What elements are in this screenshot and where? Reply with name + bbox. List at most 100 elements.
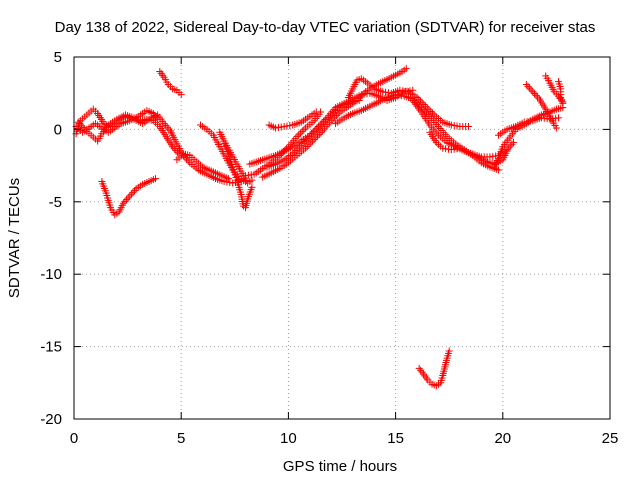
ticks: 0 5 10 15 20 25 5 0 -5 -10 -15 -20 <box>40 49 618 447</box>
data-point <box>530 90 538 98</box>
data-point <box>290 148 298 156</box>
x-tick-label: 25 <box>602 430 619 447</box>
data-point <box>301 138 309 146</box>
grid <box>74 57 610 419</box>
data-point <box>503 147 511 155</box>
data-point <box>248 176 256 184</box>
series-track-4 <box>98 175 159 219</box>
data-point <box>534 93 542 101</box>
data-point <box>308 137 316 145</box>
series-track-8 <box>216 128 256 187</box>
data-point <box>529 88 537 96</box>
data-point <box>119 199 127 207</box>
data-point <box>177 91 185 99</box>
data-point <box>314 132 322 140</box>
y-axis-label: SDTVAR / TECUs <box>6 178 23 298</box>
data-point <box>124 194 132 202</box>
data-point <box>151 175 159 183</box>
data-point <box>355 96 363 104</box>
data-point <box>305 141 313 149</box>
data-point <box>169 143 177 151</box>
data-point <box>307 139 315 147</box>
data-point <box>76 120 84 128</box>
data-point <box>123 196 131 204</box>
x-tick-label: 0 <box>70 430 78 447</box>
data-point <box>508 140 516 148</box>
series-track-14 <box>265 108 320 132</box>
y-tick-label: -5 <box>49 194 62 211</box>
y-tick-label: -15 <box>40 339 62 356</box>
data-point <box>559 98 567 106</box>
data-point <box>165 125 173 133</box>
plot-frame <box>73 56 611 420</box>
data-point <box>309 129 317 137</box>
x-tick-label: 5 <box>177 430 185 447</box>
data-point <box>358 91 366 99</box>
data-point <box>308 131 316 139</box>
data-point <box>129 188 137 196</box>
data-point <box>526 84 534 92</box>
data-point <box>317 129 325 137</box>
data-point <box>505 144 513 152</box>
data-point <box>495 166 503 174</box>
series-track-15 <box>344 75 472 131</box>
data-point <box>296 143 304 151</box>
series-track-2 <box>74 111 183 158</box>
data-point <box>302 144 310 152</box>
data-point <box>527 86 535 94</box>
data-point <box>295 131 303 139</box>
data-point <box>320 119 328 127</box>
series-track-23 <box>542 72 567 107</box>
data-point <box>300 126 308 134</box>
data-point <box>172 146 180 154</box>
data-point <box>293 133 301 141</box>
data-point <box>323 115 331 123</box>
x-axis-label: GPS time / hours <box>283 458 397 475</box>
data-point <box>312 108 320 116</box>
data-point <box>303 142 311 150</box>
data-point <box>248 183 256 191</box>
data-point <box>302 136 310 144</box>
x-tick-label: 20 <box>494 430 511 447</box>
data-point <box>360 89 368 97</box>
data-point <box>299 140 307 148</box>
data-point <box>162 121 170 129</box>
y-tick-label: -10 <box>40 266 62 283</box>
data-point <box>316 122 324 130</box>
series-track-13 <box>263 96 363 171</box>
data-point <box>356 93 364 101</box>
data-point <box>121 197 129 205</box>
data-point <box>524 82 532 90</box>
series-track-9 <box>220 140 256 212</box>
series-track-24 <box>555 78 567 106</box>
data-point <box>402 65 410 73</box>
data-point <box>532 91 540 99</box>
data-point <box>314 124 322 132</box>
data-point <box>315 130 323 138</box>
data-point <box>160 120 168 128</box>
data-point <box>154 115 162 123</box>
data-point <box>313 126 321 134</box>
data-point <box>173 148 181 156</box>
data-point <box>289 150 297 158</box>
data-point <box>170 145 178 153</box>
series-track-19 <box>415 347 453 390</box>
data-point <box>298 127 306 135</box>
data-point <box>311 127 319 135</box>
data-point <box>522 81 530 89</box>
data-point <box>464 123 472 131</box>
y-tick-label: 5 <box>54 49 62 66</box>
data-point <box>555 114 563 122</box>
series-track-16 <box>332 91 503 174</box>
data-point <box>183 155 191 163</box>
data-point <box>74 118 82 126</box>
data-point <box>510 138 518 146</box>
y-tick-label: -20 <box>40 411 62 428</box>
data-point <box>184 157 192 165</box>
data-point <box>325 114 333 122</box>
data-point <box>306 133 314 141</box>
data-point <box>163 123 171 131</box>
data-point <box>445 347 453 355</box>
series-track-3 <box>72 107 162 136</box>
series-track-6 <box>173 150 232 183</box>
